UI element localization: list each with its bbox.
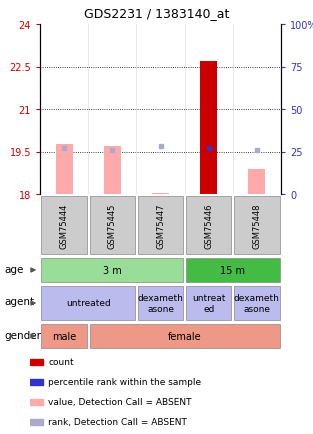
Bar — [186, 258, 280, 283]
Bar — [30, 399, 43, 405]
Bar — [234, 286, 280, 320]
Bar — [41, 286, 135, 320]
Bar — [249, 169, 265, 194]
Bar — [56, 145, 73, 194]
Text: value, Detection Call = ABSENT: value, Detection Call = ABSENT — [48, 398, 192, 407]
Bar — [90, 197, 135, 255]
Bar — [30, 419, 43, 425]
Bar — [30, 379, 43, 385]
Text: GSM75444: GSM75444 — [59, 203, 69, 248]
Text: female: female — [168, 331, 201, 341]
Text: 3 m: 3 m — [103, 265, 122, 275]
Text: GDS2231 / 1383140_at: GDS2231 / 1383140_at — [84, 7, 229, 20]
Bar — [30, 359, 43, 365]
Text: age: age — [4, 264, 23, 274]
Text: GSM75445: GSM75445 — [108, 203, 117, 248]
Text: dexameth
asone: dexameth asone — [137, 294, 183, 313]
Text: percentile rank within the sample: percentile rank within the sample — [48, 378, 201, 387]
Text: rank, Detection Call = ABSENT: rank, Detection Call = ABSENT — [48, 418, 187, 427]
Bar — [186, 286, 231, 320]
Bar — [200, 62, 217, 194]
Bar — [104, 147, 121, 194]
Text: GSM75447: GSM75447 — [156, 203, 165, 248]
Bar — [41, 197, 87, 255]
Bar — [186, 197, 231, 255]
Text: GSM75448: GSM75448 — [252, 203, 261, 248]
Text: dexameth
asone: dexameth asone — [234, 294, 280, 313]
Text: untreat
ed: untreat ed — [192, 294, 225, 313]
Text: agent: agent — [4, 296, 34, 306]
Bar — [138, 197, 183, 255]
Text: gender: gender — [4, 330, 41, 340]
Text: count: count — [48, 358, 74, 367]
Text: untreated: untreated — [66, 299, 110, 308]
Bar — [90, 324, 280, 349]
Text: 15 m: 15 m — [220, 265, 245, 275]
Bar — [41, 324, 87, 349]
Bar — [138, 286, 183, 320]
Bar — [41, 258, 183, 283]
Bar — [234, 197, 280, 255]
Text: GSM75446: GSM75446 — [204, 203, 213, 248]
Text: male: male — [52, 331, 76, 341]
Bar — [152, 193, 169, 194]
